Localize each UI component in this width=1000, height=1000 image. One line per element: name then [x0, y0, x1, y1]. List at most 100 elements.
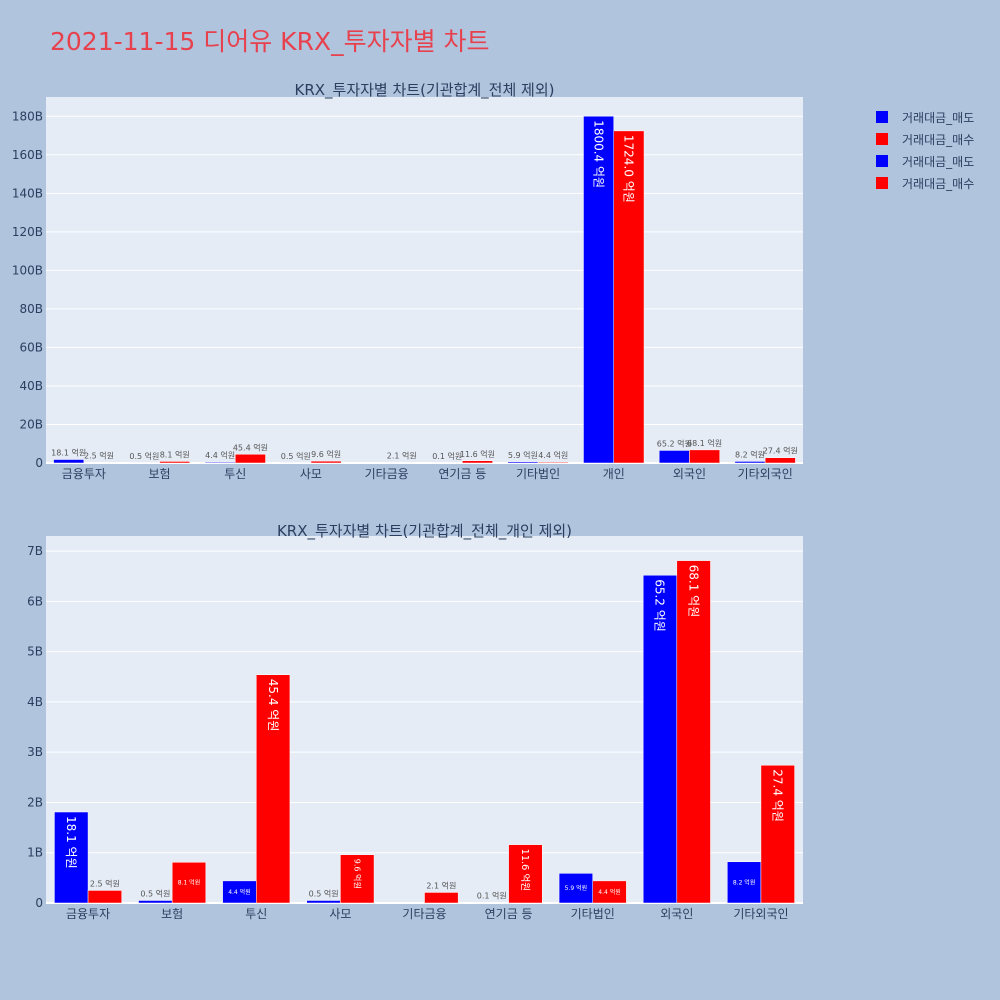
bar-buy: [760, 764, 795, 904]
y-tick-label: 0: [35, 896, 43, 910]
page-title: 2021-11-15 디어유 KRX_투자자별 차트: [50, 27, 490, 56]
data-label: 18.1 억원: [51, 448, 86, 458]
y-tick-label: 80B: [19, 302, 43, 316]
bar-buy: [235, 454, 266, 464]
data-label: 9.6 억원: [352, 859, 362, 889]
data-label: 11.6 억원: [519, 849, 531, 892]
legend-item[interactable]: 거래대금_매수: [876, 172, 974, 194]
y-tick-label: 40B: [19, 379, 43, 393]
data-label: 4.4 억원: [538, 450, 568, 460]
chart-panel-2: 0 1B 2B 3B 4B 5B 6B 7B KRX_투자자별 차트(기관합계_전체_개인 제외…: [27, 522, 803, 921]
data-label: 4.4 억원: [228, 888, 251, 896]
legend-item[interactable]: 거래대금_매수: [876, 128, 974, 150]
x-tick-label: 사모: [329, 907, 351, 921]
bar-buy: [592, 880, 627, 904]
data-label: 8.1 억원: [178, 879, 201, 887]
data-label: 4.4 억원: [205, 450, 235, 460]
legend-swatch: [876, 155, 888, 167]
legend-item[interactable]: 거래대금_매도: [876, 106, 974, 128]
bar-sell: [204, 461, 236, 464]
bar-sell: [54, 811, 89, 904]
x-tick-label: 기타외국인: [733, 907, 788, 921]
x-tick-label: 기타법인: [516, 467, 560, 481]
y-tick-label: 1B: [27, 846, 43, 860]
bar-buy: [310, 460, 342, 464]
y-tick-label: 4B: [27, 695, 43, 709]
bar-sell: [583, 115, 614, 464]
data-label: 27.4 억원: [770, 769, 784, 822]
data-label: 68.1 억원: [687, 438, 722, 448]
bar-buy: [256, 674, 291, 904]
y-tick-label: 160B: [12, 148, 43, 162]
bar-sell: [642, 574, 678, 904]
chart-title: KRX_투자자별 차트(기관합계_전체 제외): [295, 81, 555, 100]
legend-label: 거래대금_매수: [902, 176, 975, 191]
legend-label: 거래대금_매도: [902, 154, 975, 169]
x-tick-label: 투신: [224, 467, 246, 481]
data-label: 9.6 억원: [311, 449, 341, 459]
y-tick-label: 6B: [27, 594, 43, 608]
data-label: 1724.0 억원: [622, 135, 636, 203]
bar-sell: [734, 461, 766, 464]
bar-buy: [424, 892, 459, 904]
y-tick-label: 2B: [27, 795, 43, 809]
data-label: 4.4 억원: [598, 888, 621, 896]
bar-sell: [507, 461, 539, 464]
bar-buy: [171, 862, 207, 904]
data-label: 5.9 억원: [565, 884, 588, 892]
bar-buy: [159, 461, 191, 464]
x-tick-label: 금융투자: [66, 907, 110, 921]
bar-buy: [676, 560, 711, 904]
data-label: 0.1 억원: [432, 451, 462, 461]
data-label: 45.4 억원: [266, 679, 280, 732]
x-tick-label: 연기금 등: [438, 467, 486, 481]
data-label: 65.2 억원: [653, 579, 667, 632]
data-label: 68.1 억원: [686, 565, 700, 618]
legend-item[interactable]: 거래대금_매도: [876, 150, 974, 172]
bar-buy: [87, 890, 122, 904]
data-label: 0.5 억원: [281, 451, 311, 461]
x-tick-label: 기타금융: [365, 467, 409, 481]
data-label: 2.5 억원: [90, 878, 120, 888]
x-tick-label: 사모: [300, 467, 322, 481]
x-tick-label: 기타법인: [571, 907, 615, 921]
x-tick-label: 개인: [603, 467, 625, 481]
x-tick-label: 보험: [149, 467, 171, 481]
x-tick-label: 외국인: [673, 467, 706, 481]
data-label: 18.1 억원: [64, 816, 78, 869]
bar-sell: [658, 450, 690, 464]
chart-title: KRX_투자자별 차트(기관합계_전체_개인 제외): [277, 522, 572, 541]
bar-buy: [764, 457, 796, 464]
data-label: 0.5 억원: [309, 888, 339, 898]
data-label: 27.4 억원: [763, 446, 798, 456]
legend: 거래대금_매도 거래대금_매수 거래대금_매도 거래대금_매수: [876, 106, 974, 194]
bar-sell: [306, 900, 341, 904]
bar-buy: [537, 461, 569, 464]
bar-sell: [474, 902, 509, 904]
data-label: 11.6 억원: [460, 449, 495, 459]
data-label: 8.1 억원: [160, 449, 190, 459]
x-tick-label: 보험: [161, 907, 183, 921]
y-tick-label: 20B: [19, 417, 43, 431]
legend-swatch: [876, 177, 888, 189]
x-tick-label: 기타금융: [402, 907, 446, 921]
legend-swatch: [876, 133, 888, 145]
bar-buy: [462, 460, 493, 464]
bar-buy: [613, 130, 645, 464]
x-tick-label: 투신: [245, 907, 267, 921]
data-label: 1800.4 억원: [591, 120, 605, 188]
legend-label: 거래대금_매수: [902, 132, 975, 147]
y-tick-label: 60B: [19, 340, 43, 354]
x-tick-label: 금융투자: [62, 467, 106, 481]
chart-panel-1: 0 20B 40B 60B 80B 100B 120B 140B 160B 180B KRX_투자자…: [12, 81, 803, 481]
data-label: 8.2 억원: [735, 449, 765, 459]
legend-label: 거래대금_매도: [902, 110, 975, 125]
y-tick-label: 120B: [12, 225, 43, 239]
data-label: 0.5 억원: [129, 451, 159, 461]
y-tick-label: 7B: [27, 544, 43, 558]
data-label: 2.1 억원: [426, 880, 456, 890]
data-label: 5.9 억원: [508, 450, 538, 460]
x-tick-label: 연기금 등: [485, 907, 533, 921]
bar-buy: [689, 449, 720, 464]
